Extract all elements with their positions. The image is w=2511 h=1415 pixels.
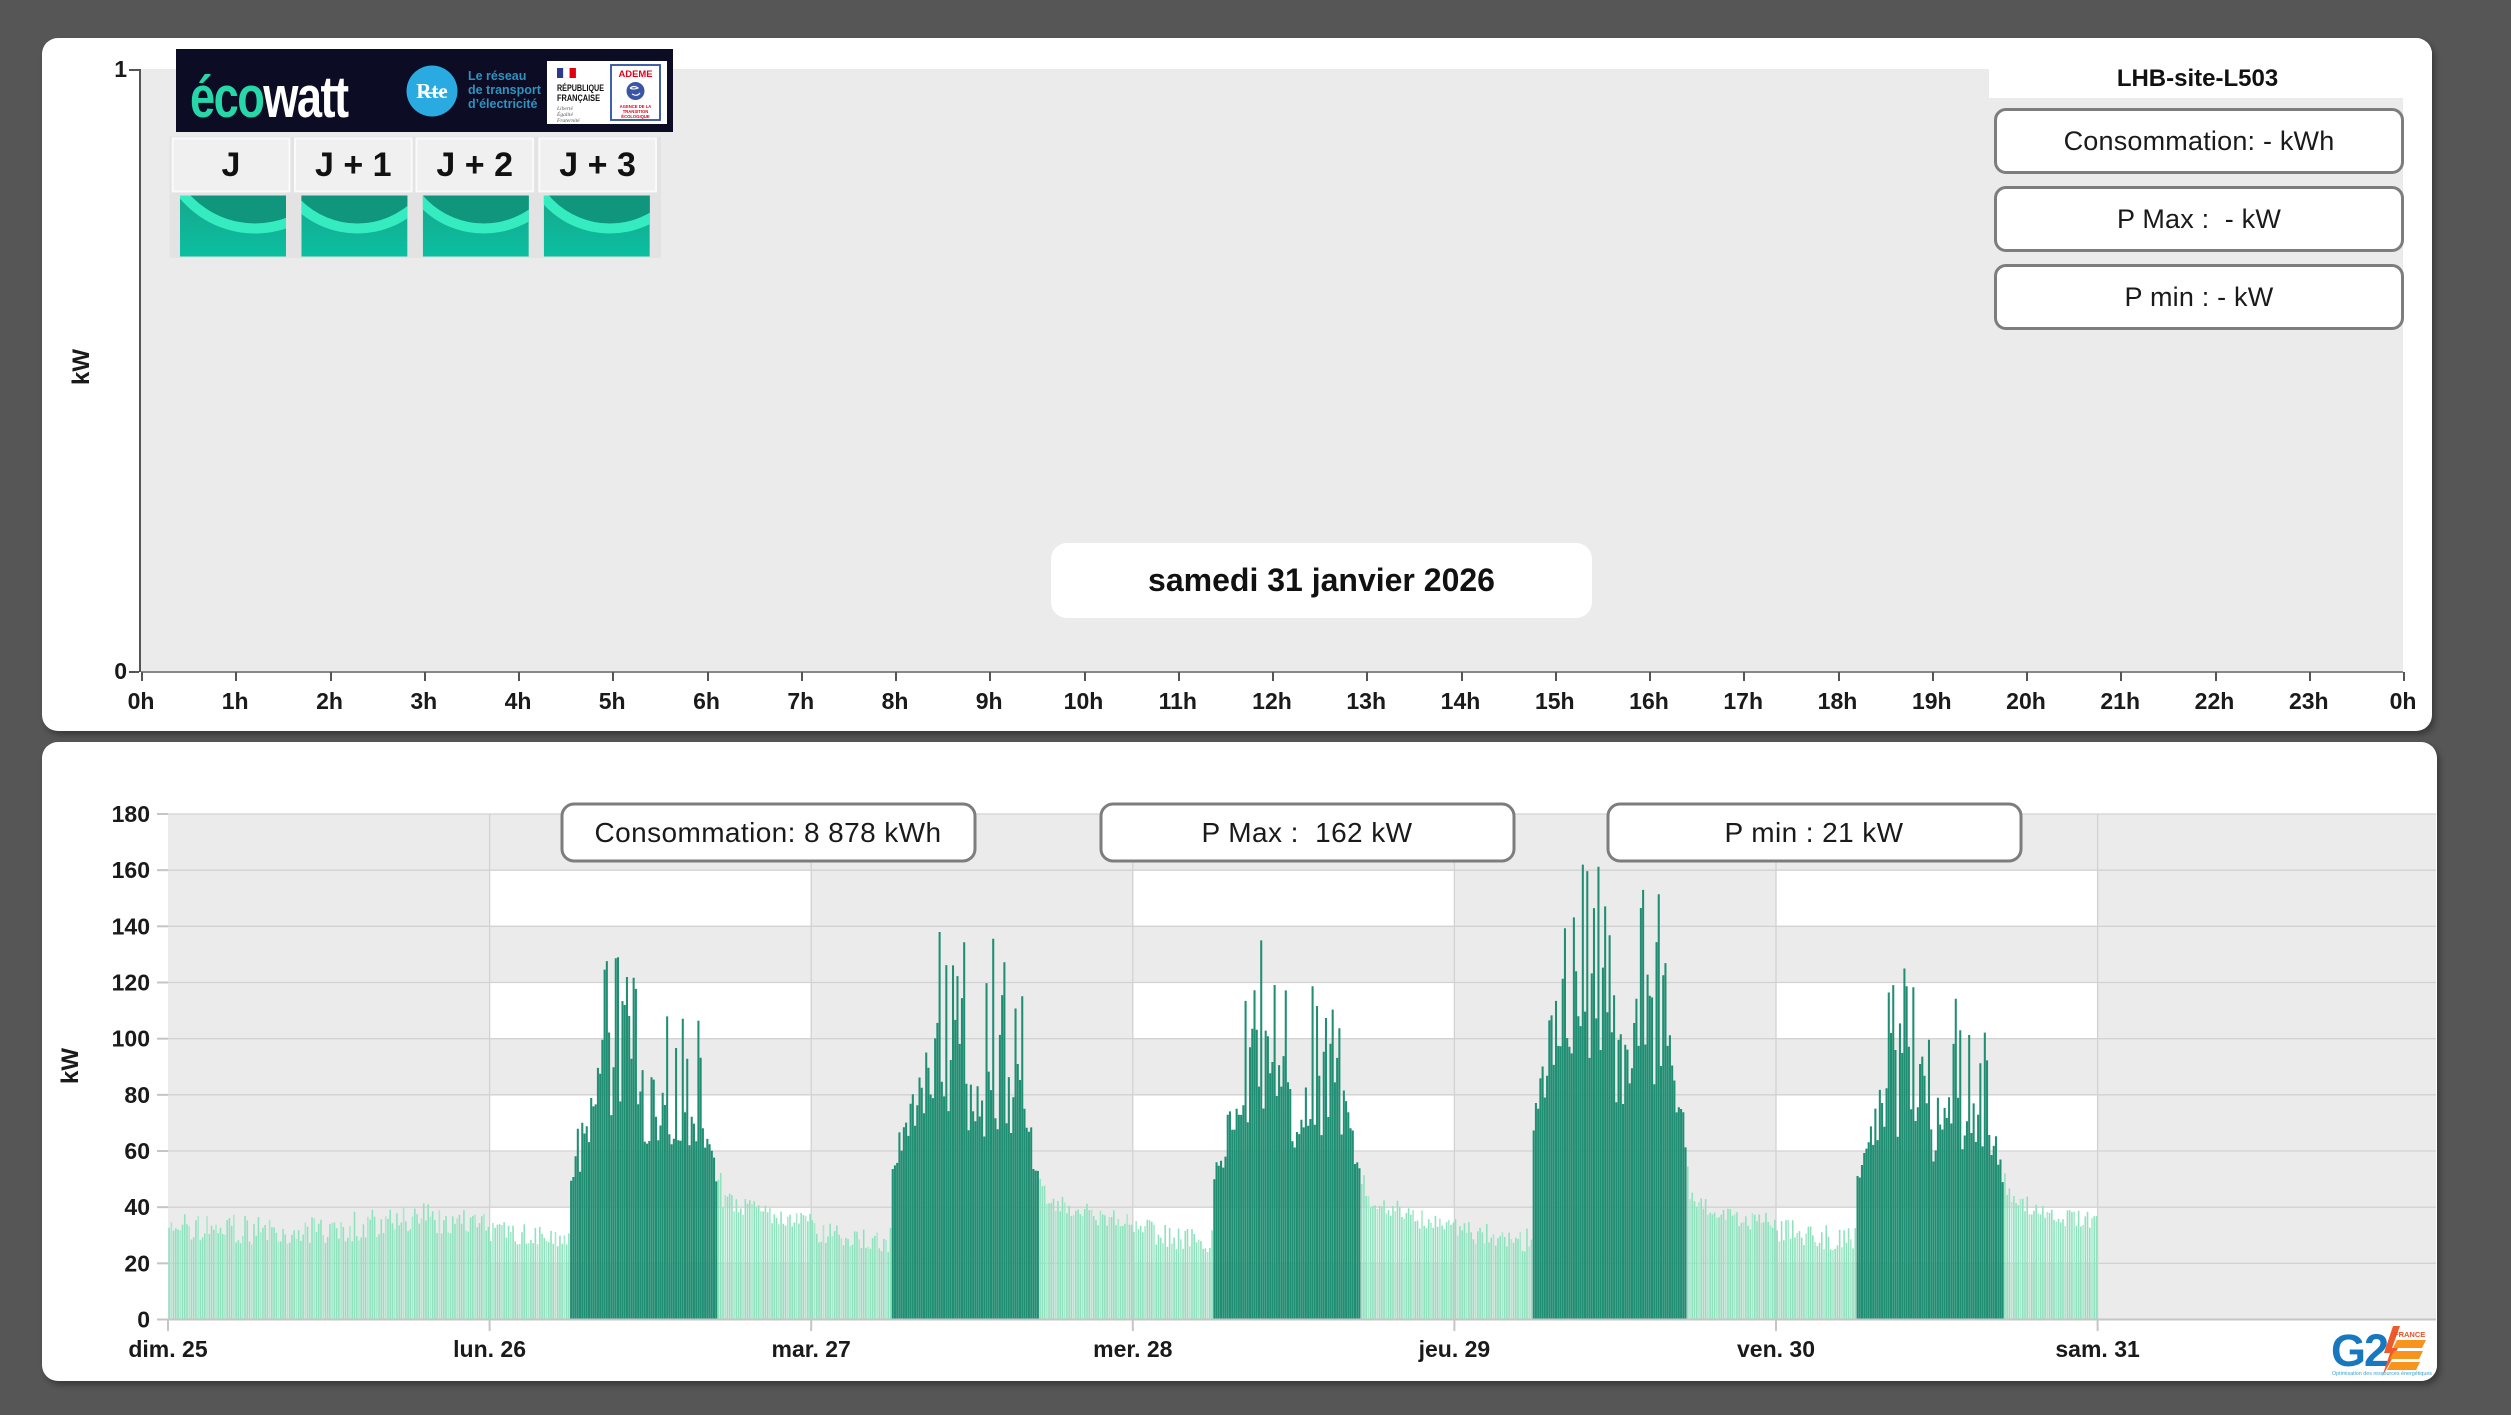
svg-text:de transport: de transport (468, 83, 542, 97)
svg-text:FRANÇAISE: FRANÇAISE (557, 93, 600, 104)
svg-text:écowatt: écowatt (190, 66, 349, 131)
svg-text:d’électricité: d’électricité (468, 97, 538, 111)
svg-text:ÉCOLOGIQUE: ÉCOLOGIQUE (621, 114, 650, 119)
svg-text:180: 180 (112, 801, 150, 827)
svg-text:lun. 26: lun. 26 (453, 1336, 526, 1362)
svg-text:P Max : 162 kW: P Max : 162 kW (1202, 817, 1413, 848)
svg-text:G2: G2 (2331, 1325, 2388, 1376)
svg-text:40: 40 (124, 1194, 150, 1220)
svg-text:mer. 28: mer. 28 (1093, 1336, 1172, 1362)
svg-text:Fraternité: Fraternité (556, 118, 580, 124)
svg-text:kW: kW (57, 1048, 84, 1084)
svg-text:20: 20 (124, 1250, 150, 1276)
svg-text:ADEME: ADEME (619, 69, 653, 79)
svg-text:ven. 30: ven. 30 (1737, 1336, 1815, 1362)
svg-text:Rte: Rte (416, 79, 447, 103)
svg-text:J + 3: J + 3 (559, 146, 636, 184)
svg-text:jeu. 29: jeu. 29 (1418, 1336, 1491, 1362)
svg-text:100: 100 (112, 1026, 150, 1052)
svg-text:120: 120 (112, 970, 150, 996)
svg-text:dim. 25: dim. 25 (128, 1336, 207, 1362)
svg-text:Égalité: Égalité (556, 110, 573, 118)
svg-text:AGENCE DE LA: AGENCE DE LA (620, 104, 652, 109)
svg-text:J + 2: J + 2 (436, 146, 513, 184)
svg-text:Liberté: Liberté (556, 106, 573, 112)
svg-text:FRANCE: FRANCE (2394, 1330, 2425, 1339)
svg-text:160: 160 (112, 857, 150, 883)
svg-text:140: 140 (112, 913, 150, 939)
svg-text:0: 0 (137, 1307, 150, 1333)
svg-text:J + 1: J + 1 (315, 146, 392, 184)
svg-text:Le réseau: Le réseau (468, 69, 526, 83)
svg-text:J: J (222, 146, 241, 184)
svg-text:sam. 31: sam. 31 (2055, 1336, 2140, 1362)
svg-text:Optimisation des ressources én: Optimisation des ressources énergétiques (2332, 1371, 2432, 1377)
svg-text:80: 80 (124, 1082, 150, 1108)
svg-text:TRANSITION: TRANSITION (623, 109, 649, 114)
svg-text:60: 60 (124, 1138, 150, 1164)
svg-text:RÉPUBLIQUE: RÉPUBLIQUE (557, 83, 604, 94)
svg-text:P min : 21 kW: P min : 21 kW (1725, 817, 1904, 848)
svg-text:Consommation: 8 878 kWh: Consommation: 8 878 kWh (595, 817, 942, 848)
svg-text:mar. 27: mar. 27 (772, 1336, 851, 1362)
